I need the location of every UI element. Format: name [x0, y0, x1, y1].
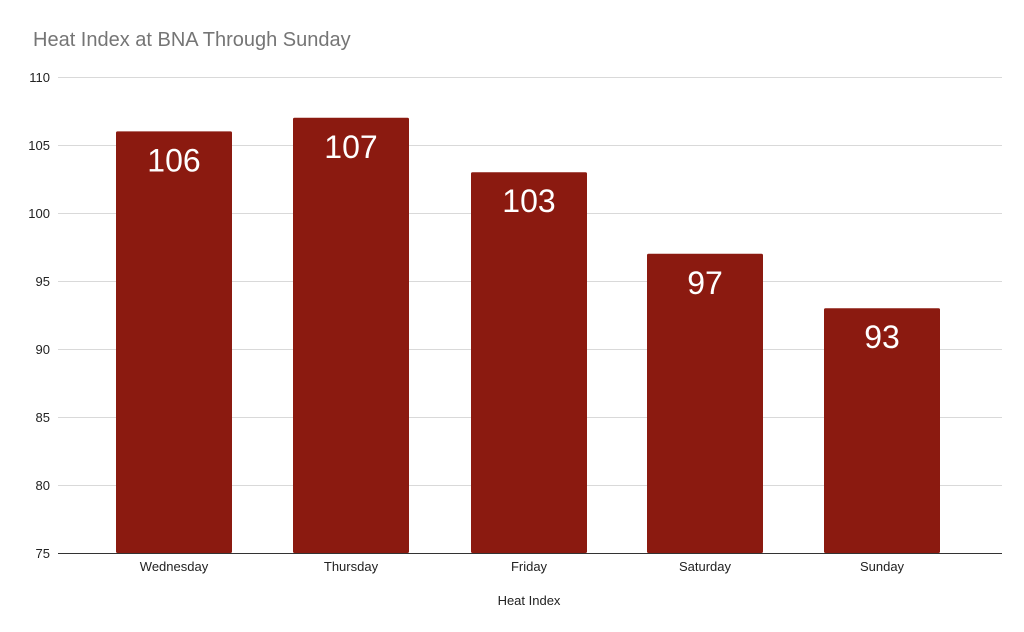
x-tick-label-friday: Friday — [511, 559, 548, 574]
data-label-thursday: 107 — [324, 129, 377, 165]
y-tick-label: 100 — [28, 206, 50, 221]
y-tick-label: 80 — [36, 478, 50, 493]
y-tick-label: 90 — [36, 342, 50, 357]
data-label-wednesday: 106 — [147, 142, 200, 178]
chart-title: Heat Index at BNA Through Sunday — [33, 29, 351, 51]
bar-wednesday — [116, 131, 232, 553]
x-tick-label-wednesday: Wednesday — [140, 559, 209, 574]
y-axis-tick-labels: 75 80 85 90 95 100 105 110 — [28, 70, 50, 561]
data-label-saturday: 97 — [687, 265, 723, 301]
x-tick-label-saturday: Saturday — [679, 559, 732, 574]
bar-thursday — [293, 117, 409, 554]
y-tick-label: 110 — [29, 70, 50, 85]
data-label-friday: 103 — [502, 183, 555, 219]
y-tick-label: 75 — [36, 546, 50, 561]
y-tick-label: 85 — [36, 410, 50, 425]
bar-friday — [471, 172, 587, 553]
bar-sunday — [824, 308, 940, 553]
data-label-sunday: 93 — [864, 319, 900, 355]
x-axis-title: Heat Index — [498, 593, 561, 608]
x-axis-tick-labels: Wednesday Thursday Friday Saturday Sunday — [140, 559, 905, 574]
y-tick-label: 105 — [28, 138, 50, 153]
bar-saturday — [647, 253, 763, 554]
y-tick-label: 95 — [36, 274, 50, 289]
bars — [116, 117, 940, 554]
data-labels: 106 107 103 97 93 — [147, 129, 899, 355]
x-tick-label-thursday: Thursday — [324, 559, 379, 574]
x-tick-label-sunday: Sunday — [860, 559, 905, 574]
